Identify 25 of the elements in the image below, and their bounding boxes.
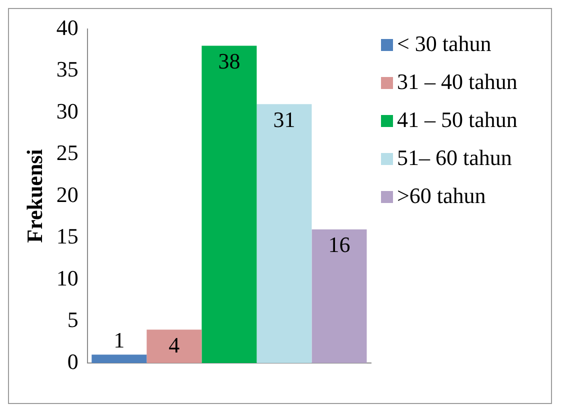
y-tick-label: 30 bbox=[56, 98, 78, 124]
legend-label: >60 tahun bbox=[397, 183, 487, 209]
legend-label: < 30 tahun bbox=[397, 31, 492, 57]
data-label: 16 bbox=[328, 232, 350, 258]
y-tick-label: 10 bbox=[56, 265, 78, 290]
bar bbox=[92, 354, 147, 363]
y-tick-label: 25 bbox=[56, 140, 78, 166]
data-label: 31 bbox=[273, 106, 296, 132]
y-tick-label: 0 bbox=[67, 348, 78, 374]
data-label: 1 bbox=[114, 327, 125, 352]
bar bbox=[202, 46, 257, 363]
data-label: 38 bbox=[218, 48, 240, 74]
bar bbox=[146, 330, 202, 363]
legend-label: 31 – 40 tahun bbox=[397, 69, 518, 95]
legend-label: 51– 60 tahun bbox=[397, 145, 513, 171]
data-label: 4 bbox=[168, 332, 180, 358]
y-tick-label: 5 bbox=[67, 307, 78, 332]
y-tick-label: 40 bbox=[56, 14, 78, 40]
bar bbox=[256, 104, 312, 363]
y-tick-label: 20 bbox=[56, 182, 78, 207]
y-axis-title: Frekuensi bbox=[22, 149, 47, 243]
bar bbox=[312, 229, 367, 363]
legend-label: 41 – 50 tahun bbox=[397, 107, 518, 133]
y-tick-label: 35 bbox=[56, 56, 78, 82]
y-tick-label: 15 bbox=[56, 224, 78, 249]
